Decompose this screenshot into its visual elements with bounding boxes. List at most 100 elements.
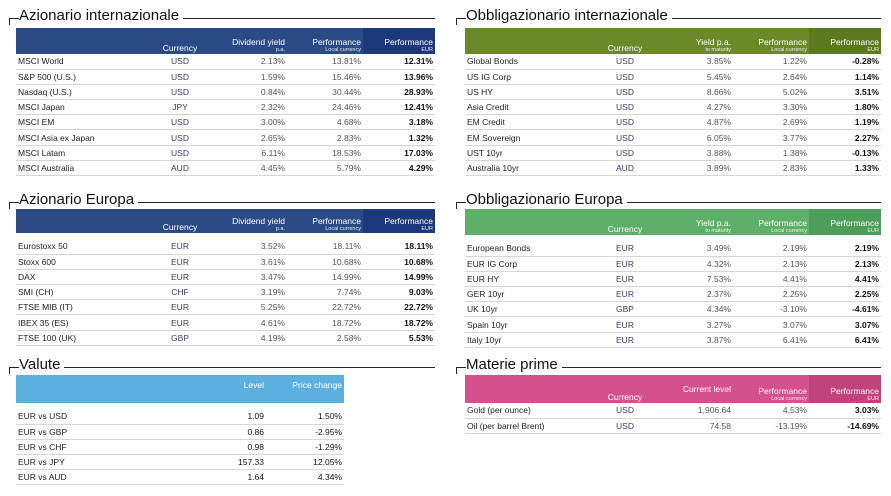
header-subtitle: Local currency — [325, 47, 361, 53]
table-row: GER 10yr EUR 2.37% 2.25% 2.25% — [465, 286, 881, 303]
row-value: 22.72% — [363, 299, 435, 316]
header-label: Performance — [384, 216, 433, 226]
section-title-bar: Materie prime — [456, 353, 881, 377]
title-rule — [456, 367, 881, 368]
row-value: 4.34% — [655, 301, 733, 318]
row-value: USD — [150, 145, 210, 161]
table-row: UST 10yr USD 3.88% 1.38% -0.13% — [465, 145, 881, 161]
header-subtitle: to maturity — [705, 228, 731, 234]
row-value: 6.41% — [733, 332, 809, 348]
row-value: 2.69% — [733, 114, 809, 131]
row-value: 15.46% — [287, 69, 363, 85]
row-value: 2.64% — [733, 69, 809, 85]
section-title: Obbligazionario internazionale — [466, 7, 672, 24]
header-subtitle: EUR — [867, 47, 879, 53]
table-valute: Level Price change EUR vs USD 1.09 1.50% E… — [16, 375, 344, 486]
row-label: MSCI Latam — [16, 145, 150, 161]
table-materie-prime: Currency Current level Performance Local … — [465, 375, 881, 434]
table-row: Eurostoxx 50 EUR 3.52% 18.11% 18.11% — [16, 239, 435, 255]
row-value: 2.19% — [733, 241, 809, 257]
title-tick — [456, 202, 457, 209]
title-tick — [456, 367, 457, 374]
row-value: 0.98 — [150, 439, 266, 456]
row-value: 4.41% — [809, 271, 881, 288]
row-value: USD — [150, 114, 210, 131]
row-value: 4.29% — [363, 160, 435, 177]
row-value: -14.69% — [809, 418, 881, 434]
row-value: 5.45% — [655, 69, 733, 85]
row-value: 1.64 — [150, 469, 266, 486]
section-azionario-europa: Azionario Europa Currency Dividend yield… — [9, 188, 435, 346]
header-subtitle: Local currency — [771, 396, 807, 402]
header-subtitle: EUR — [421, 47, 433, 53]
row-value: 24.46% — [287, 99, 363, 116]
table-row: IBEX 35 (ES) EUR 4.61% 18.72% 18.72% — [16, 314, 435, 331]
row-label: UST 10yr — [465, 145, 595, 161]
row-value: EUR — [150, 314, 210, 331]
table-row: S&P 500 (U.S.) USD 1.59% 15.46% 13.96% — [16, 69, 435, 85]
row-label: Asia Credit — [465, 99, 595, 116]
row-label: Nasdaq (U.S.) — [16, 84, 150, 101]
title-rule — [9, 367, 435, 368]
table-azionario-europa: Currency Dividend yield p.a. Performance L… — [16, 209, 435, 346]
header-label: Performance — [758, 386, 807, 396]
row-label: SMI (CH) — [16, 284, 150, 301]
row-label: EUR vs JPY — [16, 454, 150, 471]
header-subtitle: p.a. — [275, 226, 285, 232]
row-value: 4.19% — [210, 330, 287, 346]
row-value: 2.37% — [655, 286, 733, 303]
row-label: DAX — [16, 269, 150, 286]
row-value: EUR — [150, 239, 210, 255]
table-azionario-internazionale: Currency Dividend yield p.a. Performance L… — [16, 28, 435, 177]
table-row: Global Bonds USD 3.85% 1.22% -0.28% — [465, 54, 881, 70]
row-value: 5.53% — [363, 330, 435, 346]
header-performance-local: Performance Local currency — [287, 209, 363, 233]
header-dividend-yield: Dividend yield p.a. — [210, 28, 287, 54]
row-label: Stoxx 600 — [16, 254, 150, 270]
table-row: EUR vs CHF 0.98 -1.29% — [16, 439, 344, 456]
table-header: Currency Dividend yield p.a. Performance L… — [16, 28, 435, 54]
row-label: Spain 10yr — [465, 316, 595, 333]
table-row: FTSE MIB (IT) EUR 5.25% 22.72% 22.72% — [16, 299, 435, 316]
header-subtitle: Local currency — [325, 226, 361, 232]
header-subtitle: p.a. — [275, 47, 285, 53]
section-obbligazionario-internazionale: Obbligazionario internazionale Currency … — [456, 4, 881, 179]
row-value: 3.51% — [809, 84, 881, 101]
row-value: 3.03% — [809, 403, 881, 419]
table-row: EUR vs AUD 1.64 4.34% — [16, 469, 344, 486]
row-value: USD — [595, 129, 655, 146]
title-rule — [456, 202, 881, 203]
row-value: 2.19% — [809, 241, 881, 257]
row-value: EUR — [595, 286, 655, 303]
row-value: -2.95% — [266, 424, 344, 440]
row-value: 3.07% — [733, 316, 809, 333]
row-value: EUR — [595, 332, 655, 348]
table-row: UK 10yr GBP 4.34% -3.10% -4.61% — [465, 301, 881, 318]
row-label: Gold (per ounce) — [465, 403, 595, 419]
row-value: USD — [595, 69, 655, 85]
section-title: Azionario Europa — [19, 191, 139, 208]
row-label: FTSE 100 (UK) — [16, 330, 150, 346]
row-value: 2.83% — [287, 129, 363, 146]
row-value: 4.45% — [210, 160, 287, 177]
row-value: USD — [150, 129, 210, 146]
row-value: 18.72% — [363, 314, 435, 331]
table-obbligazionario-internazionale: Currency Yield p.a. to maturity Performan… — [465, 28, 881, 177]
row-label: EM Credit — [465, 114, 595, 131]
table-row: Italy 10yr EUR 3.87% 6.41% 6.41% — [465, 332, 881, 348]
row-value: 1.22% — [733, 54, 809, 70]
row-value: 7.74% — [287, 284, 363, 301]
header-label: Performance — [312, 216, 361, 226]
row-label: MSCI Japan — [16, 99, 150, 116]
row-value: 0.84% — [210, 84, 287, 101]
section-obbligazionario-europa: Obbligazionario Europa Currency Yield p.… — [456, 188, 881, 348]
section-materie-prime: Materie prime Currency Current level Per… — [456, 353, 881, 443]
row-value: USD — [595, 54, 655, 70]
section-title: Materie prime — [466, 356, 562, 373]
row-label: European Bonds — [465, 241, 595, 257]
row-value: 3.89% — [655, 160, 733, 177]
row-value: -0.28% — [809, 54, 881, 70]
row-value: EUR — [595, 241, 655, 257]
header-subtitle: Local currency — [771, 228, 807, 234]
title-tick — [9, 202, 10, 209]
